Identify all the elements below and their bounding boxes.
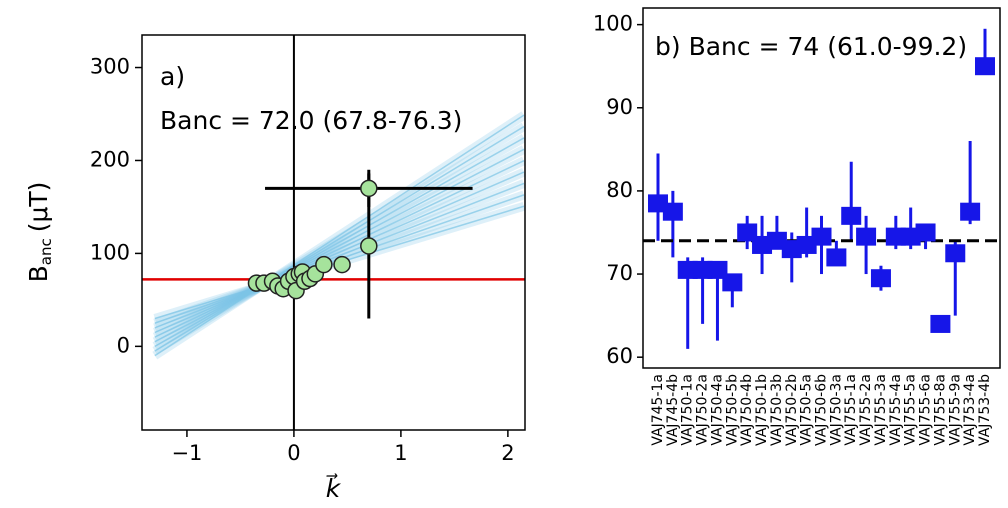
y-tick-label: 100 [593,12,633,36]
x-tick-label: VAJ750-1b [754,374,770,446]
marker [662,202,683,221]
point [360,237,378,255]
x-axis-label: k⃗ [326,473,342,503]
y-label-main: B [24,265,53,282]
marker [841,206,862,225]
x-tick-label: VAJ750-3a [828,374,844,446]
x-tick-label: VAJ750-1a [680,374,696,446]
fit-line-core [154,160,525,338]
x-tick-label: VAJ750-4a [709,374,725,446]
panel-label: a) [160,62,185,91]
point [360,179,378,198]
y-axis-label: Banc (μT) [24,182,55,283]
marker [945,244,966,263]
x-tick-label: VAJ750-5b [724,374,740,446]
marker [826,248,847,267]
x-tick-label: 1 [394,441,407,465]
point [315,255,333,274]
marker [960,202,981,221]
y-tick-label: 70 [606,261,633,285]
annotation: b) Banc = 74 (61.0-99.2) [655,32,967,61]
marker [856,227,877,246]
x-tick-label: VAJ755-6a [918,374,934,446]
marker [930,314,951,333]
fit-line-core [154,137,525,348]
annotation: Banc = 72.0 (67.8-76.3) [160,106,462,135]
x-tick-label: 0 [287,441,300,465]
y-tick-label: 100 [90,240,130,264]
x-tick-label: VAJ750-2b [784,374,800,446]
x-tick-label: VAJ755-5a [903,374,919,446]
y-tick-label: 300 [90,55,130,79]
x-tick-label: VAJ745-1a [650,374,666,446]
y-label-unit: (μT) [24,182,53,233]
x-tick-label: −1 [171,441,202,465]
x-tick-label: VAJ755-9a [947,374,963,446]
x-tick-label: VAJ755-2a [858,374,874,446]
x-tick-label: VAJ750-2a [695,374,711,446]
y-label-sub: anc [37,238,55,265]
x-tick-label: VAJ750-4b [739,374,755,446]
x-tick-label: VAJ755-8a [932,374,948,446]
axes-frame [141,34,526,431]
y-tick-label: 80 [606,178,633,202]
point [333,255,351,274]
x-tick-label: VAJ753-4b [977,374,993,446]
x-tick-label: VAJ755-3a [873,374,889,446]
fit-line-core [154,125,525,352]
y-tick-label: 200 [90,147,130,171]
y-tick-label: 60 [606,344,633,368]
x-tick-label: 2 [501,441,514,465]
marker [975,57,995,76]
fit-line-core [154,182,525,329]
x-tick-label: VAJ755-4a [888,374,904,446]
y-tick-label: 0 [117,333,130,357]
x-tick-label: VAJ750-3b [769,374,785,446]
marker [722,273,743,292]
x-tick-label: VAJ750-5a [799,374,815,446]
marker [915,223,936,242]
fit-line-core [154,171,525,334]
fit-line-core [154,114,525,357]
plot [142,35,525,430]
marker [870,269,891,288]
x-tick-label: VAJ745-4b [665,374,681,446]
x-tick-label: VAJ755-1a [843,374,859,446]
marker [811,227,832,246]
x-tick-label: VAJ753-4a [962,374,978,446]
y-tick-label: 90 [606,95,633,119]
axes-frame [642,7,1001,369]
x-tick-label: VAJ750-6b [814,374,830,446]
fit-line-core [154,148,525,343]
